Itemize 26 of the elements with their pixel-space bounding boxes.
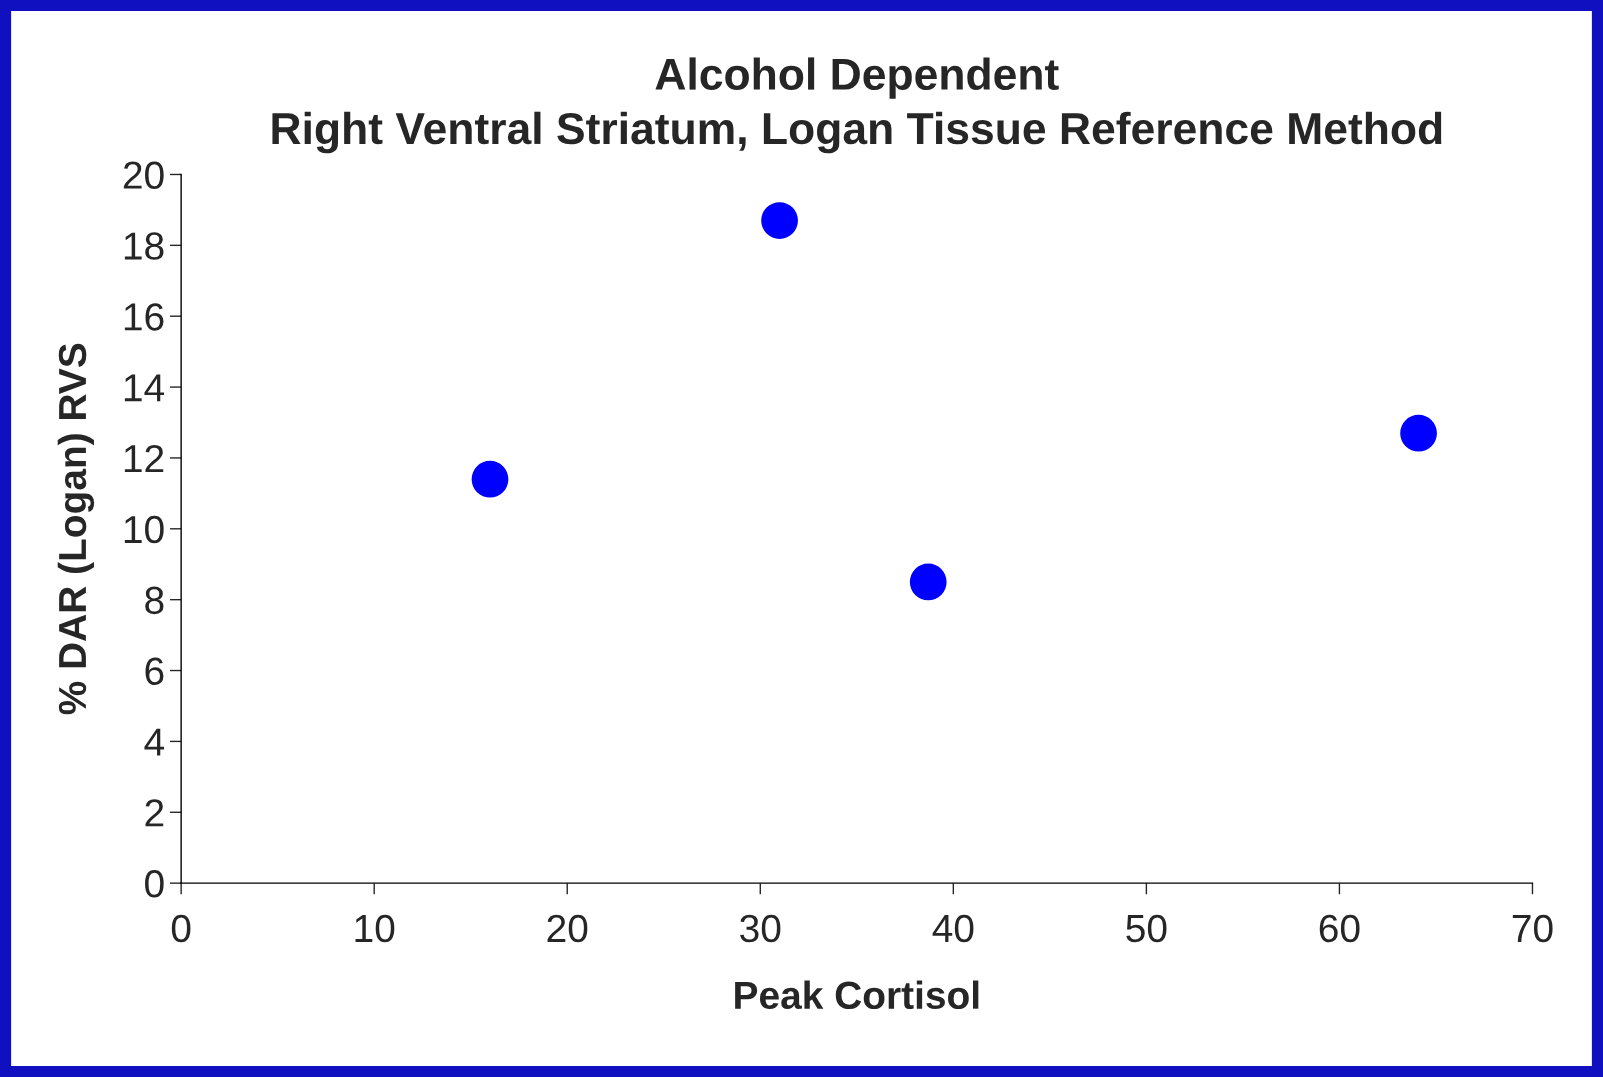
y-tick-label: 2 [145, 799, 164, 827]
y-tick-label: 6 [145, 657, 164, 686]
x-axis-title: Peak Cortisol [735, 980, 979, 1010]
y-tick-label: 12 [124, 444, 164, 473]
y-tick-label: 8 [145, 586, 164, 615]
y-tick-label: 18 [124, 232, 164, 260]
x-tick-label: 40 [932, 914, 974, 943]
point [471, 460, 509, 498]
y-tick-label: 16 [124, 303, 164, 331]
y-tick-label: 4 [144, 728, 165, 756]
y-axis-title: % DAR (Logan) RVS [57, 343, 95, 715]
point [761, 202, 798, 239]
x-tick-label: 10 [355, 914, 395, 943]
y-tick-label: 14 [124, 374, 165, 402]
point [1400, 414, 1437, 452]
point [909, 563, 947, 601]
x-tick-label: 0 [171, 914, 191, 943]
y-tick-label: 0 [145, 870, 164, 898]
x-tick-label: 20 [547, 914, 588, 943]
x-tick-label: 70 [1512, 914, 1553, 943]
x-tick-label: 50 [1126, 914, 1167, 943]
chart-title: Alcohol Dependent Right Ventral Striatum, Logan Tissue Reference Method [272, 57, 1442, 154]
x-tick-label: 60 [1319, 914, 1360, 943]
x-tick-label: 30 [740, 914, 781, 943]
y-tick-label: 20 [123, 161, 164, 189]
y-tick-label: 10 [124, 515, 164, 544]
